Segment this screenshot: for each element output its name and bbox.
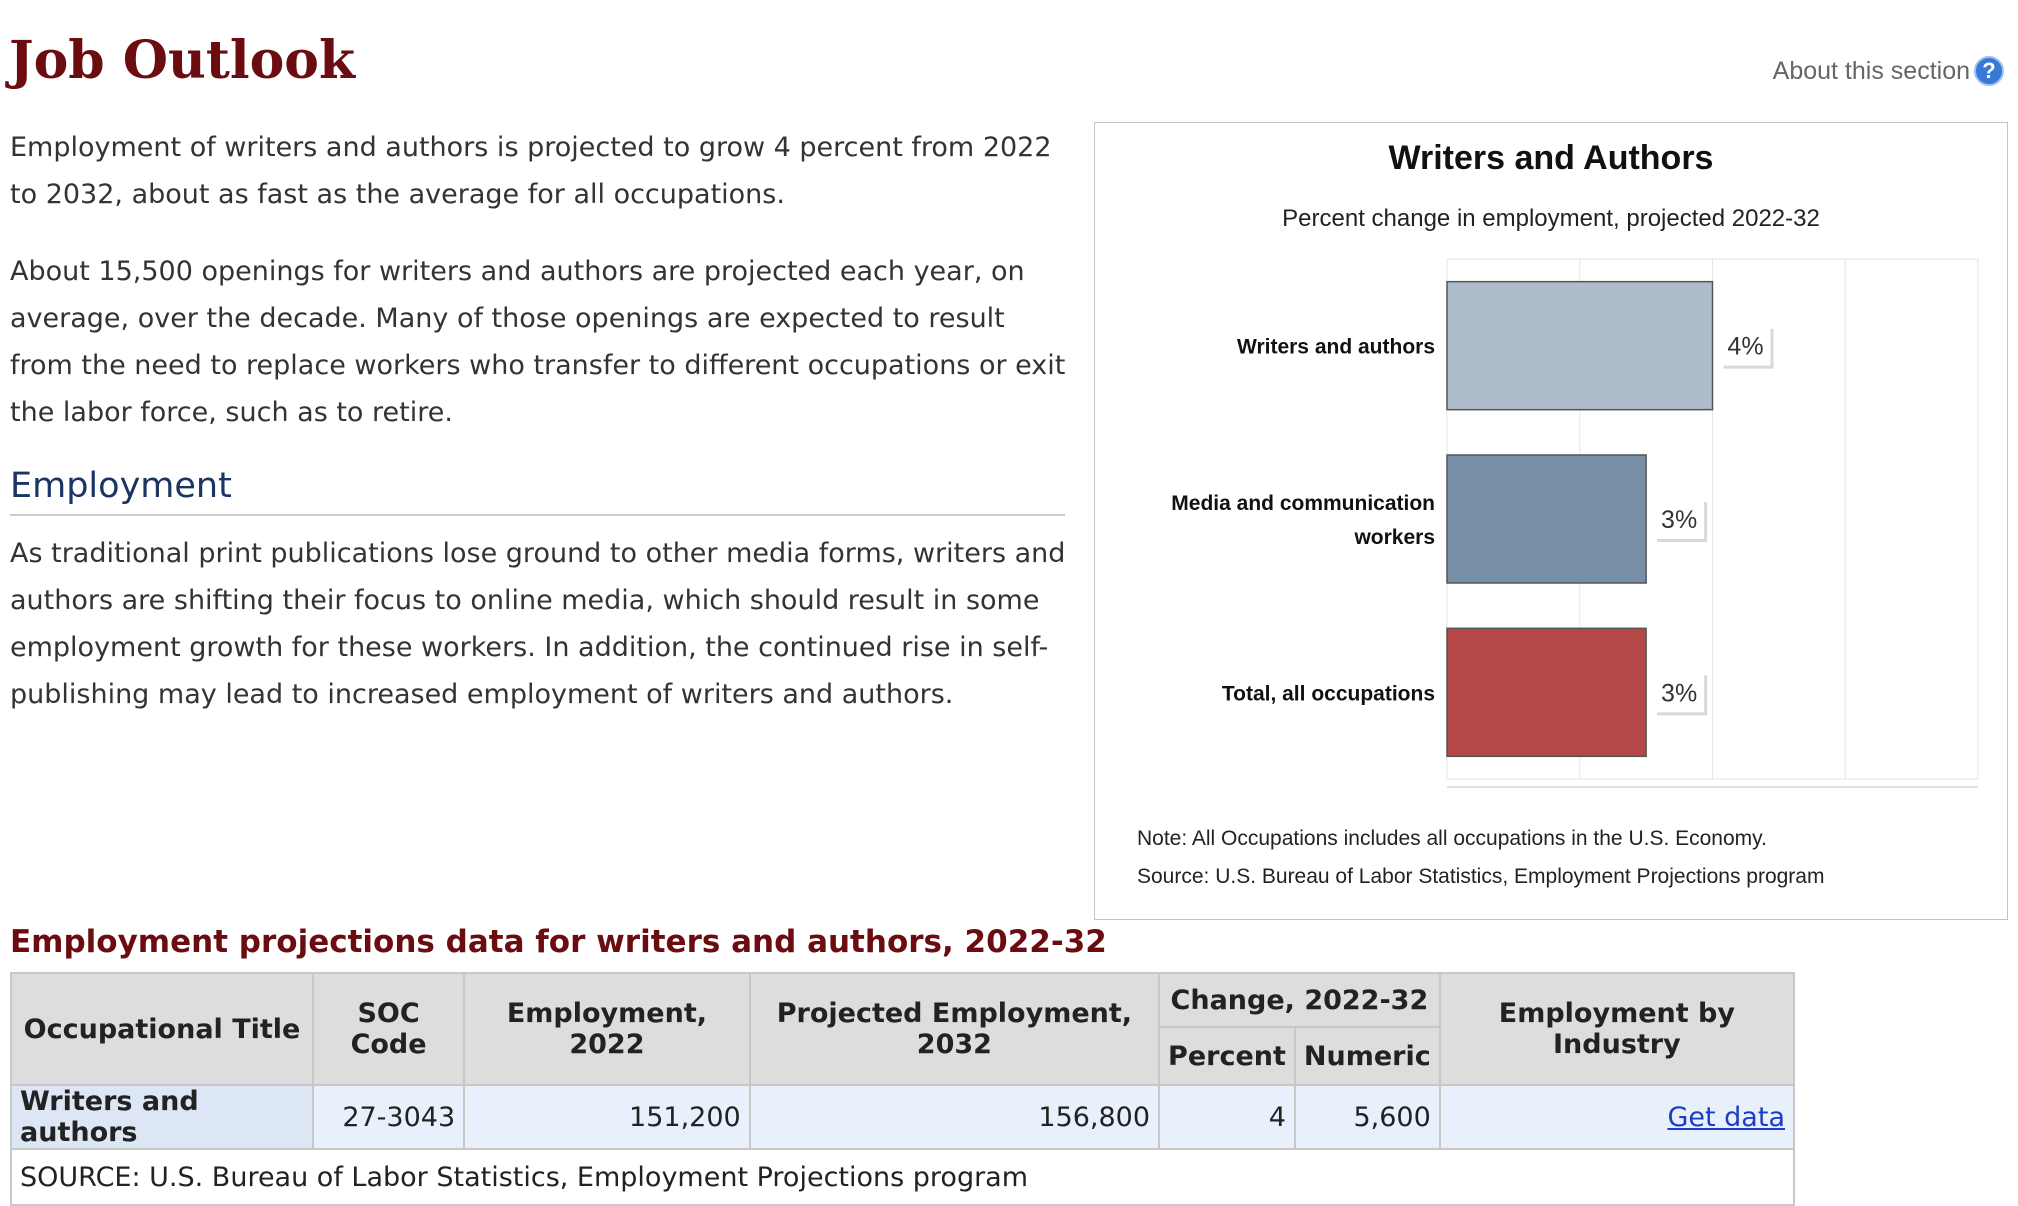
about-this-section-link[interactable]: About this section ? [1773, 56, 2004, 86]
outlook-paragraph-1: Employment of writers and authors is pro… [10, 132, 1052, 210]
value-label-box [1720, 325, 1771, 366]
cell-occupational-title: Writers and authors [9, 1084, 315, 1150]
header-numeric: Numeric [1293, 1026, 1441, 1086]
category-label: Total, all occupations [1222, 682, 1435, 705]
value-label: 3% [1661, 506, 1697, 534]
header-projected-employment-2032: Projected Employment, 2032 [748, 972, 1161, 1086]
header-soc-code: SOC Code [312, 972, 466, 1086]
value-label-box [1654, 672, 1705, 713]
header-employment-2022: Employment, 2022 [463, 972, 751, 1086]
cell-employment-2022: 151,200 [463, 1084, 751, 1150]
employment-paragraph: As traditional print publications lose g… [10, 538, 1066, 710]
projections-table-caption: Employment projections data for writers … [10, 924, 1107, 960]
cell-employment-by-industry: Get data [1438, 1084, 1796, 1150]
header-change-group: Change, 2022-32 [1158, 972, 1441, 1028]
value-label-box [1654, 499, 1705, 539]
table-source: SOURCE: U.S. Bureau of Labor Statistics,… [10, 1148, 1795, 1206]
bar [1446, 627, 1647, 758]
bar [1446, 280, 1714, 411]
chart-plot: 4% Writers and authors 3% Media and communi… [1171, 258, 1979, 788]
cell-numeric-change: 5,600 [1293, 1084, 1441, 1150]
cell-percent-change: 4 [1158, 1084, 1296, 1150]
bar [1446, 454, 1647, 584]
help-icon[interactable]: ? [1974, 56, 2004, 86]
cell-projected-employment-2032: 156,800 [748, 1084, 1161, 1150]
about-link-label: About this section [1772, 56, 1970, 85]
header-occupational-title: Occupational Title [9, 972, 315, 1086]
get-data-link[interactable]: Get data [1667, 1101, 1785, 1133]
employment-heading: Employment [10, 466, 1065, 516]
chart-title: Writers and Authors [1388, 139, 1714, 177]
projections-table: Occupational Title SOC Code Employment, … [9, 972, 1796, 1206]
category-label: Writers and authors [1237, 336, 1435, 359]
cell-soc-code: 27-3043 [312, 1084, 466, 1150]
table-row: Writers and authors 27-3043 151,200 156,… [9, 1084, 1796, 1150]
outlook-paragraph-2: About 15,500 openings for writers and au… [10, 256, 1066, 428]
category-label: workers [1353, 526, 1435, 549]
value-label: 4% [1727, 333, 1763, 361]
table-source-row: SOURCE: U.S. Bureau of Labor Statistics,… [10, 1148, 1795, 1206]
chart-source: Source: U.S. Bureau of Labor Statistics,… [1137, 865, 1825, 888]
page-title: Job Outlook [9, 30, 356, 91]
header-percent: Percent [1158, 1026, 1296, 1086]
chart-note: Note: All Occupations includes all occup… [1137, 827, 1767, 850]
header-employment-by-industry: Employment by Industry [1438, 972, 1796, 1086]
value-label: 3% [1661, 679, 1697, 707]
category-label: Media and communication [1171, 492, 1435, 515]
chart-subtitle: Percent change in employment, projected … [1282, 205, 1820, 232]
employment-change-chart: Writers and Authors Percent change in em… [1094, 122, 2008, 920]
